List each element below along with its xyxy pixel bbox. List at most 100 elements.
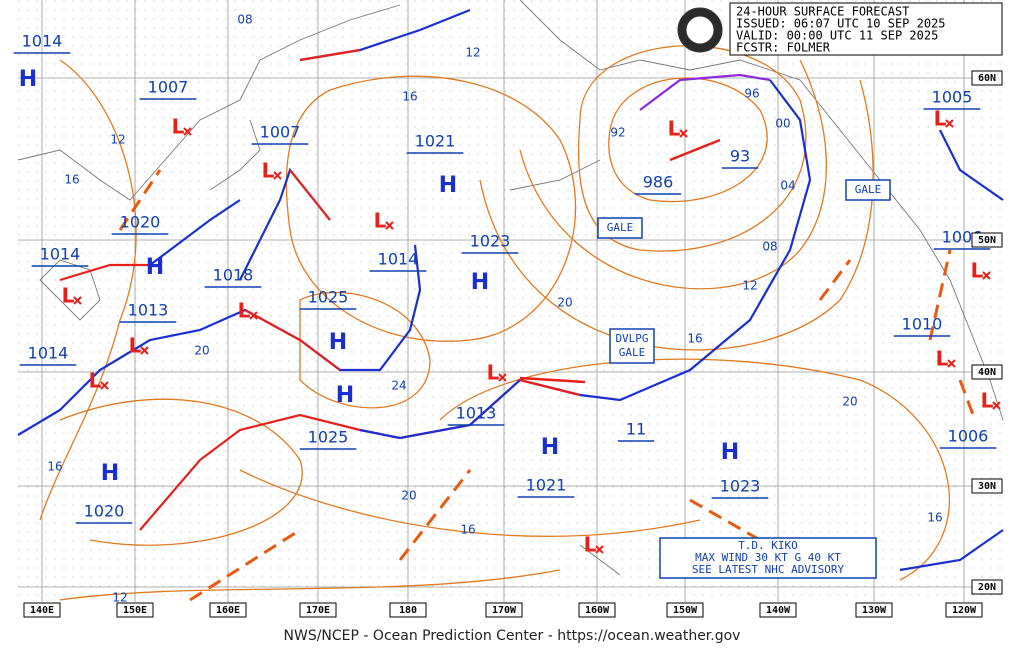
isobar-label: 04 <box>780 179 795 193</box>
isobar-label: 08 <box>237 13 252 27</box>
pressure-label: 1025 <box>308 288 349 307</box>
isobar-label: 20 <box>557 296 572 310</box>
low-x <box>947 359 956 368</box>
footer: NWS/NCEP - Ocean Prediction Center - htt… <box>284 628 741 644</box>
longitude-label: 180 <box>399 605 417 616</box>
longitude-box <box>389 602 427 618</box>
high-center: H <box>471 270 489 295</box>
low-center: L <box>238 299 251 323</box>
isobar-label: 16 <box>64 173 79 187</box>
pressure-label: 1014 <box>40 245 81 264</box>
pressure-label: 1010 <box>902 315 943 334</box>
low-center: L <box>374 209 387 233</box>
high-center: H <box>146 255 164 280</box>
header-box <box>729 2 1003 56</box>
isobar-label: 16 <box>687 332 702 346</box>
longitude-box <box>116 602 154 618</box>
isobar-label: 24 <box>391 379 406 393</box>
pressure-label: 1005 <box>932 88 973 107</box>
low-x <box>273 171 282 180</box>
isobar-label: 20 <box>842 395 857 409</box>
latitude-label: 60N <box>978 73 996 84</box>
pressure-label: 1020 <box>120 213 161 232</box>
longitude-label: 140W <box>766 605 791 616</box>
isobar-label: 12 <box>110 133 125 147</box>
pressure-label: 1025 <box>308 428 349 447</box>
low-center: L <box>62 284 75 308</box>
advisory-line: T.D. KIKO <box>738 539 798 552</box>
pressure-label: 1023 <box>470 232 511 251</box>
low-center: L <box>89 369 102 393</box>
advisory-box <box>659 537 877 579</box>
isobar-label: 92 <box>610 126 625 140</box>
pressure-label: 1021 <box>526 476 567 495</box>
low-x <box>73 296 82 305</box>
latitude-box <box>971 70 1003 86</box>
longitude-label: 130W <box>862 605 887 616</box>
latitude-box <box>971 579 1003 595</box>
low-x <box>945 119 954 128</box>
isobar-label: 16 <box>402 90 417 104</box>
pressure-label: 1023 <box>720 477 761 496</box>
latitude-box <box>971 364 1003 380</box>
advisory-line: SEE LATEST NHC ADVISORY <box>692 563 845 576</box>
graticule <box>18 0 1003 602</box>
longitude-box <box>666 602 704 618</box>
longitude-box <box>23 602 61 618</box>
pressure-label: 1021 <box>415 132 456 151</box>
isobar-label: 00 <box>775 117 790 131</box>
isobar-label: 20 <box>401 489 416 503</box>
pressure-label: 1013 <box>456 404 497 423</box>
latitude-box <box>971 232 1003 248</box>
low-center: L <box>487 361 500 385</box>
logo <box>677 7 723 53</box>
pressure-label: 1013 <box>128 301 169 320</box>
low-x <box>498 373 507 382</box>
longitude-box <box>578 602 616 618</box>
header-line: VALID: 00:00 UTC 11 SEP 2025 <box>736 29 938 43</box>
low-x <box>595 545 604 554</box>
low-center: L <box>129 334 142 358</box>
longitude-label: 160E <box>216 605 240 616</box>
low-center: L <box>934 107 947 131</box>
warning-text: GALE <box>855 183 882 196</box>
isobar-label: 08 <box>762 240 777 254</box>
low-x <box>992 401 1001 410</box>
low-center: L <box>936 347 949 371</box>
low-x <box>100 381 109 390</box>
warning-text: GALE <box>607 221 634 234</box>
isobar-label: 12 <box>465 46 480 60</box>
warning-box <box>609 328 655 364</box>
latitude-label: 40N <box>978 367 996 378</box>
longitude-label: 170E <box>306 605 330 616</box>
pressure-label: 1014 <box>22 32 63 51</box>
longitude-box <box>759 602 797 618</box>
isobar-label: 96 <box>744 87 759 101</box>
isobar-label: 16 <box>460 523 475 537</box>
longitude-label: 150W <box>673 605 698 616</box>
motion-arrow <box>669 138 721 162</box>
advisory-line: MAX WIND 30 KT G 40 KT <box>695 551 841 564</box>
pressure-label: 1007 <box>148 78 189 97</box>
pressure-label: 93 <box>730 147 750 166</box>
high-center: H <box>19 67 37 92</box>
low-center: L <box>971 259 984 283</box>
latitude-label: 20N <box>978 582 996 593</box>
high-center: H <box>336 383 354 408</box>
longitude-label: 120W <box>952 605 977 616</box>
longitude-label: 160W <box>585 605 610 616</box>
isobar-label: 20 <box>194 344 209 358</box>
latitude-label: 30N <box>978 481 996 492</box>
motion-arrow <box>519 376 586 384</box>
high-center: H <box>439 173 457 198</box>
longitude-label: 170W <box>492 605 517 616</box>
low-center: L <box>668 117 681 141</box>
longitude-box <box>209 602 247 618</box>
low-x <box>140 346 149 355</box>
isobar-label: 16 <box>47 460 62 474</box>
pressure-label: 1014 <box>28 344 69 363</box>
low-x <box>249 311 258 320</box>
low-x <box>385 221 394 230</box>
header-line: ISSUED: 06:07 UTC 10 SEP 2025 <box>736 17 946 31</box>
low-center: L <box>172 115 185 139</box>
